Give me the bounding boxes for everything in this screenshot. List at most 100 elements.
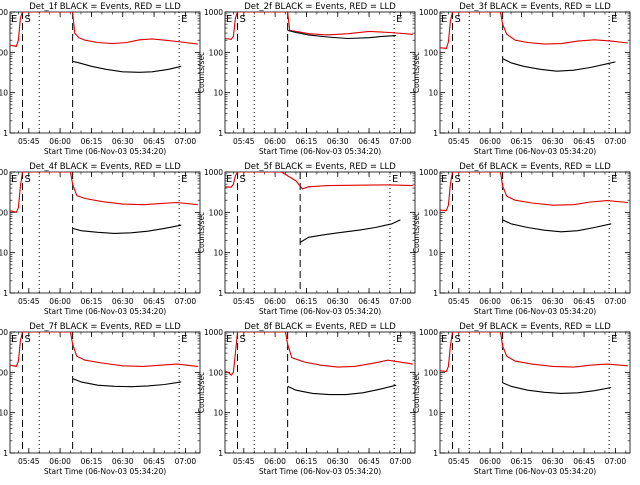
event-marker-S: S (25, 174, 31, 185)
x-tick-label: 07:00 (175, 457, 197, 466)
x-tick-label: 06:30 (542, 457, 564, 466)
event-marker-S: S (240, 174, 246, 185)
series-line-events (502, 382, 612, 394)
event-marker-S: S (455, 334, 461, 345)
series-line-events (72, 378, 182, 388)
y-tick-label: 1 (433, 129, 438, 138)
event-marker-S: S (240, 334, 246, 345)
series-line-events (72, 60, 182, 73)
event-marker-E: E (11, 174, 17, 185)
x-tick-label: 06:15 (81, 297, 103, 306)
x-tick-label: 07:00 (605, 297, 627, 306)
series-line-lld (440, 12, 628, 49)
y-tick-label: 1000 (419, 8, 438, 17)
chart-title: Det_4f BLACK = Events, RED = LLD (29, 162, 181, 172)
x-tick-label: 06:30 (327, 297, 349, 306)
x-axis-label: Start Time (06-Nov-03 05:34:20) (259, 147, 381, 156)
plot-frame (439, 171, 631, 294)
y-tick-label: 10 (428, 89, 438, 98)
event-marker-E: E (181, 14, 187, 25)
event-marker-E: E (396, 14, 402, 25)
event-marker-E: E (392, 174, 398, 185)
y-tick-label: 10 (0, 409, 8, 418)
plot-frame (439, 331, 631, 454)
event-marker-E: E (441, 14, 447, 25)
x-tick-label: 06:00 (479, 297, 501, 306)
y-tick-label: 100 (0, 368, 8, 377)
y-tick-label: 1 (218, 129, 223, 138)
x-axis-label: Start Time (06-Nov-03 05:34:20) (259, 467, 381, 476)
x-tick-label: 06:00 (264, 297, 286, 306)
x-tick-label: 06:45 (143, 457, 165, 466)
series-layer (10, 172, 198, 234)
x-tick-label: 07:00 (390, 457, 412, 466)
x-tick-label: 06:15 (81, 137, 103, 146)
chart-title: Det_9f BLACK = Events, RED = LLD (459, 322, 611, 332)
chart-panel-5: Det_5f BLACK = Events, RED = LLD 1 10 100 10… (197, 162, 416, 316)
x-tick-label: 05:45 (18, 137, 40, 146)
series-layer (10, 332, 198, 388)
chart-panel-1: Det_1f BLACK = Events, RED = LLD 1 10 100 10… (0, 2, 201, 156)
y-tick-label: 100 (424, 48, 439, 57)
series-line-lld (10, 12, 198, 47)
x-tick-label: 05:45 (18, 297, 40, 306)
event-marker-E: E (181, 334, 187, 345)
x-tick-label: 06:45 (573, 457, 595, 466)
y-tick-label: 1 (3, 129, 8, 138)
x-axis-label: Start Time (06-Nov-03 05:34:20) (44, 467, 166, 476)
x-tick-label: 06:30 (112, 137, 134, 146)
y-tick-label: 100 (424, 208, 439, 217)
event-marker-S: S (240, 14, 246, 25)
x-tick-label: 05:45 (448, 297, 470, 306)
event-marker-E: E (441, 334, 447, 345)
series-line-events (502, 219, 612, 233)
chart-panel-3: Det_3f BLACK = Events, RED = LLD 1 10 100 10… (412, 2, 631, 156)
series-layer (440, 12, 628, 72)
x-tick-label: 06:00 (479, 137, 501, 146)
event-marker-E: E (11, 334, 17, 345)
x-tick-label: 06:45 (358, 137, 380, 146)
plot-frame (439, 11, 631, 134)
event-marker-S: S (455, 174, 461, 185)
series-line-events (502, 58, 616, 72)
x-tick-label: 07:00 (390, 297, 412, 306)
x-tick-label: 06:15 (296, 297, 318, 306)
x-tick-label: 06:00 (479, 457, 501, 466)
x-tick-label: 05:45 (233, 137, 255, 146)
y-tick-label: 1000 (0, 168, 8, 177)
y-tick-label: 1000 (204, 8, 223, 17)
series-layer (10, 12, 198, 73)
x-tick-label: 06:30 (112, 297, 134, 306)
chart-panel-4: Det_4f BLACK = Events, RED = LLD 1 10 100 10… (0, 162, 201, 316)
event-marker-E: E (226, 174, 232, 185)
x-tick-label: 05:45 (233, 457, 255, 466)
y-tick-label: 100 (209, 208, 224, 217)
x-axis-label: Start Time (06-Nov-03 05:34:20) (44, 147, 166, 156)
event-marker-S: S (25, 334, 31, 345)
y-tick-label: 1000 (419, 328, 438, 337)
x-tick-label: 05:45 (448, 137, 470, 146)
event-marker-E: E (611, 334, 617, 345)
x-tick-label: 06:45 (573, 137, 595, 146)
y-axis-label: Counts/sec (412, 52, 421, 93)
y-tick-label: 10 (213, 409, 223, 418)
plot-frame (9, 171, 201, 294)
chart-title: Det_1f BLACK = Events, RED = LLD (29, 2, 181, 12)
event-marker-E: E (226, 334, 232, 345)
chart-panel-2: Det_2f BLACK = Events, RED = LLD 1 10 100 10… (197, 2, 416, 156)
y-tick-label: 10 (213, 89, 223, 98)
series-line-lld (225, 332, 413, 376)
x-axis-label: Start Time (06-Nov-03 05:34:20) (474, 147, 596, 156)
series-layer (225, 172, 413, 243)
series-line-lld (225, 172, 413, 190)
y-tick-label: 1 (3, 289, 8, 298)
x-axis-label: Start Time (06-Nov-03 05:34:20) (259, 307, 381, 316)
chart-title: Det_8f BLACK = Events, RED = LLD (244, 322, 396, 332)
x-tick-label: 06:15 (81, 457, 103, 466)
x-tick-label: 05:45 (448, 457, 470, 466)
y-tick-label: 10 (428, 249, 438, 258)
x-tick-label: 06:30 (327, 457, 349, 466)
x-tick-label: 06:30 (542, 297, 564, 306)
